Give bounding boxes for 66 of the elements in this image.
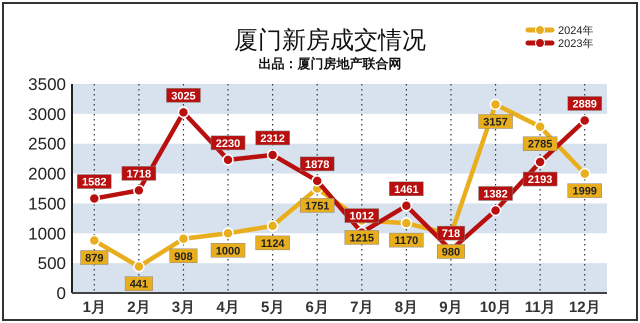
- point: [400, 217, 412, 229]
- y-tick-label: 2000: [28, 164, 66, 184]
- x-tick-label: 12月: [568, 299, 601, 316]
- legend-label: 2023年: [558, 38, 594, 50]
- x-tick-label: 9月: [439, 299, 463, 316]
- data-label: 980: [442, 246, 460, 258]
- point: [88, 192, 100, 204]
- data-label: 1878: [304, 158, 330, 171]
- x-tick-label: 1月: [82, 299, 106, 316]
- x-tick-label: 10月: [480, 299, 512, 316]
- chart-subtitle: 出品：厦门房地产联合网: [258, 56, 402, 71]
- data-label: 1382: [483, 188, 508, 200]
- data-label: 2889: [572, 98, 597, 110]
- x-tick-label: 11月: [524, 299, 556, 316]
- point: [578, 114, 590, 126]
- data-label: 2230: [216, 138, 240, 150]
- legend-label: 2024年: [558, 25, 594, 37]
- data-label: 879: [85, 252, 104, 265]
- data-label: 1012: [350, 210, 374, 223]
- point: [266, 220, 278, 232]
- x-tick-label: 4月: [216, 299, 240, 316]
- point: [311, 175, 323, 187]
- point: [534, 156, 546, 168]
- data-label: 2785: [528, 138, 552, 151]
- x-tick-label: 5月: [260, 299, 284, 316]
- data-label: 1999: [572, 186, 597, 198]
- point: [133, 184, 145, 196]
- point: [133, 260, 145, 272]
- point: [534, 120, 546, 132]
- y-tick-label: 1000: [28, 224, 66, 244]
- data-label: 2312: [260, 132, 285, 145]
- y-tick-label: 1500: [28, 194, 66, 214]
- x-tick-label: 3月: [172, 299, 196, 316]
- point: [178, 233, 190, 245]
- point: [88, 234, 100, 246]
- point: [578, 168, 590, 180]
- data-label: 1582: [82, 176, 107, 189]
- x-tick-label: 2月: [127, 299, 151, 316]
- point: [266, 149, 278, 161]
- data-label: 908: [174, 250, 193, 263]
- x-tick-label: 6月: [306, 299, 329, 316]
- data-label: 1124: [260, 238, 286, 250]
- x-tick-label: 7月: [350, 299, 374, 316]
- data-label: 2193: [528, 174, 552, 186]
- data-label: 1000: [216, 245, 240, 258]
- point: [490, 98, 502, 110]
- y-tick-label: 3500: [28, 75, 66, 94]
- data-label: 1461: [394, 184, 419, 196]
- data-label: 1751: [304, 200, 330, 212]
- y-tick-label: 500: [38, 254, 66, 274]
- point: [490, 204, 502, 216]
- data-label: 3157: [483, 116, 508, 128]
- point: [178, 106, 190, 118]
- y-tick-label: 0: [56, 284, 66, 303]
- data-label: 718: [442, 228, 460, 240]
- point: [222, 154, 234, 166]
- y-tick-label: 3000: [28, 104, 66, 124]
- data-label: 3025: [171, 90, 196, 102]
- data-label: 1170: [394, 235, 418, 248]
- chart-title: 厦门新房成交情况: [234, 27, 426, 54]
- data-label: 441: [130, 278, 148, 291]
- data-label: 1215: [350, 232, 374, 244]
- y-tick-label: 2500: [28, 134, 66, 154]
- x-tick-label: 8月: [394, 299, 418, 316]
- point: [400, 200, 412, 212]
- data-label: 1718: [126, 168, 152, 180]
